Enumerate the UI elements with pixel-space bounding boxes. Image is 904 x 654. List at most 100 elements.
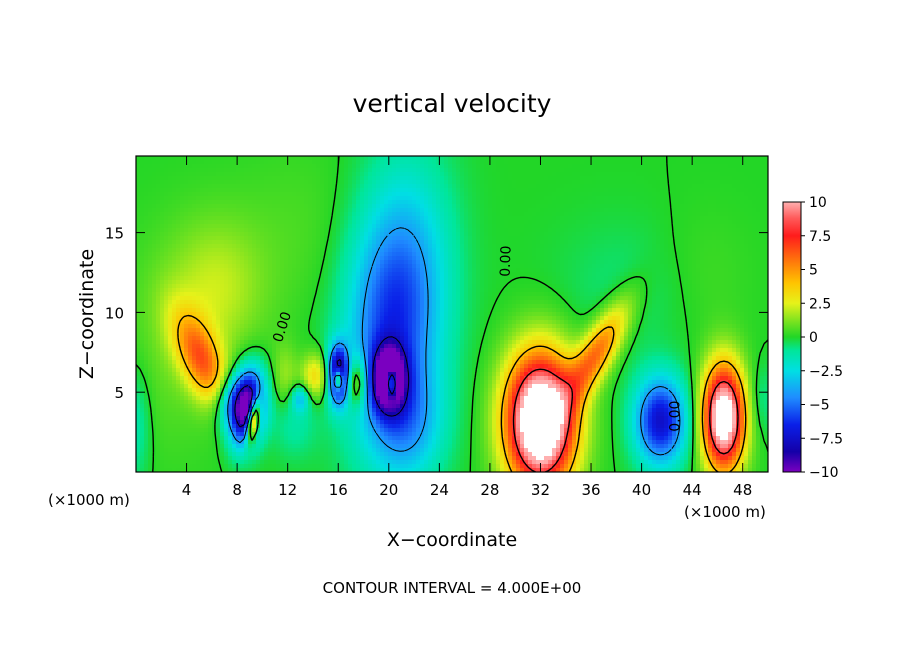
- field-cell: [192, 204, 197, 209]
- field-cell: [492, 244, 497, 249]
- field-cell: [444, 192, 449, 197]
- field-cell: [204, 256, 209, 261]
- field-cell: [376, 224, 381, 229]
- field-cell: [400, 208, 405, 213]
- field-cell: [648, 240, 653, 245]
- field-cell: [200, 240, 205, 245]
- field-cell: [308, 228, 313, 233]
- field-cell: [280, 256, 285, 261]
- field-cell: [396, 260, 401, 265]
- field-cell: [312, 188, 317, 193]
- field-cell: [656, 264, 661, 269]
- field-cell: [352, 220, 357, 225]
- field-cell: [244, 220, 249, 225]
- field-cell: [356, 176, 361, 181]
- field-cell: [596, 204, 601, 209]
- field-cell: [288, 252, 293, 257]
- field-cell: [204, 172, 209, 177]
- field-cell: [216, 160, 221, 165]
- field-cell: [748, 212, 753, 217]
- field-cell: [576, 204, 581, 209]
- field-cell: [532, 184, 537, 189]
- field-cell: [264, 240, 269, 245]
- field-cell: [468, 280, 473, 285]
- field-cell: [360, 168, 365, 173]
- field-cell: [604, 228, 609, 233]
- field-cell: [420, 156, 425, 161]
- field-cell: [440, 228, 445, 233]
- field-cell: [672, 192, 677, 197]
- field-cell: [324, 216, 329, 221]
- field-cell: [396, 164, 401, 169]
- field-cell: [600, 156, 605, 161]
- field-cell: [496, 160, 501, 165]
- field-cell: [424, 244, 429, 249]
- field-cell: [184, 232, 189, 237]
- field-cell: [644, 220, 649, 225]
- field-cell: [360, 172, 365, 177]
- field-cell: [444, 220, 449, 225]
- field-cell: [324, 264, 329, 269]
- field-cell: [508, 188, 513, 193]
- field-cell: [320, 268, 325, 273]
- field-cell: [480, 280, 485, 285]
- field-cell: [708, 192, 713, 197]
- field-cell: [400, 212, 405, 217]
- field-cell: [760, 196, 765, 201]
- field-cell: [404, 196, 409, 201]
- field-cell: [724, 268, 729, 273]
- field-cell: [632, 228, 637, 233]
- field-cell: [600, 204, 605, 209]
- field-cell: [504, 160, 509, 165]
- field-cell: [440, 252, 445, 257]
- field-cell: [564, 176, 569, 181]
- field-cell: [412, 184, 417, 189]
- field-cell: [308, 184, 313, 189]
- field-cell: [300, 212, 305, 217]
- field-cell: [272, 220, 277, 225]
- field-cell: [728, 220, 733, 225]
- field-cell: [156, 172, 161, 177]
- field-cell: [252, 276, 257, 281]
- field-cell: [292, 232, 297, 237]
- field-cell: [704, 156, 709, 161]
- field-cell: [324, 224, 329, 229]
- field-cell: [160, 268, 165, 273]
- field-cell: [528, 272, 533, 277]
- field-cell: [732, 272, 737, 277]
- field-cell: [596, 272, 601, 277]
- field-cell: [720, 172, 725, 177]
- field-cell: [716, 188, 721, 193]
- field-cell: [748, 260, 753, 265]
- field-cell: [312, 232, 317, 237]
- field-cell: [172, 232, 177, 237]
- field-cell: [192, 232, 197, 237]
- field-cell: [200, 220, 205, 225]
- field-cell: [468, 168, 473, 173]
- field-cell: [328, 208, 333, 213]
- field-cell: [292, 260, 297, 265]
- field-cell: [216, 192, 221, 197]
- field-cell: [556, 276, 561, 281]
- field-cell: [320, 280, 325, 285]
- field-cell: [288, 180, 293, 185]
- field-cell: [692, 256, 697, 261]
- field-cell: [452, 188, 457, 193]
- field-cell: [224, 172, 229, 177]
- field-cell: [364, 256, 369, 261]
- field-cell: [416, 208, 421, 213]
- field-cell: [504, 244, 509, 249]
- field-cell: [284, 164, 289, 169]
- field-cell: [388, 204, 393, 209]
- field-cell: [396, 276, 401, 281]
- field-cell: [332, 268, 337, 273]
- field-cell: [540, 220, 545, 225]
- field-cell: [712, 276, 717, 281]
- field-cell: [476, 272, 481, 277]
- field-cell: [608, 248, 613, 253]
- field-cell: [560, 224, 565, 229]
- field-cell: [576, 180, 581, 185]
- field-cell: [212, 196, 217, 201]
- field-cell: [608, 228, 613, 233]
- field-cell: [152, 260, 157, 265]
